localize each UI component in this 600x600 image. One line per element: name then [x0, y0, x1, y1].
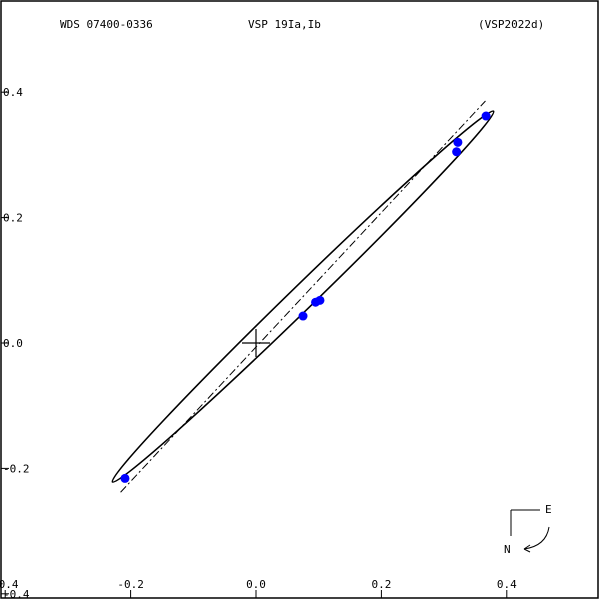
compass-north-label: N	[504, 543, 511, 556]
observation-point	[481, 111, 491, 121]
line-of-nodes	[120, 100, 486, 493]
observation-points	[120, 111, 491, 483]
header-left-label: WDS 07400-0336	[60, 18, 153, 31]
compass-arrowhead-icon	[523, 544, 531, 553]
compass-arc-icon	[523, 526, 550, 550]
header-center-label: VSP 19Ia,Ib	[248, 18, 321, 31]
x-tick-label: -0.4	[0, 578, 19, 591]
observation-point	[452, 147, 462, 157]
y-tick-label: -0.2	[3, 462, 30, 475]
x-tick-label: 0.4	[497, 578, 517, 591]
compass-east-label: E	[545, 503, 552, 516]
x-tick-label: -0.2	[117, 578, 144, 591]
x-tick-label: 0.0	[246, 578, 266, 591]
header-right-label: (VSP2022d)	[478, 18, 544, 31]
orbit-ellipse	[111, 110, 495, 483]
y-tick-label: -0.4	[3, 588, 30, 600]
observation-point	[298, 311, 308, 321]
compass-axes-icon	[510, 509, 540, 536]
observation-point	[120, 473, 130, 483]
observation-point	[453, 137, 463, 147]
y-tick-label: 0.2	[3, 212, 23, 225]
primary-star-cross-icon	[242, 329, 270, 357]
x-tick-label: 0.2	[371, 578, 391, 591]
y-tick-label: 0.0	[3, 337, 23, 350]
observation-point	[315, 295, 325, 305]
compass-indicator: E N	[504, 503, 552, 556]
orbit-layer	[111, 100, 495, 493]
axis-ticks: -0.4 -0.2 0.0 0.2 0.4 -0.4 -0.2 0.0 0.2 0.4	[0, 86, 517, 600]
y-tick-label: 0.4	[3, 86, 23, 99]
